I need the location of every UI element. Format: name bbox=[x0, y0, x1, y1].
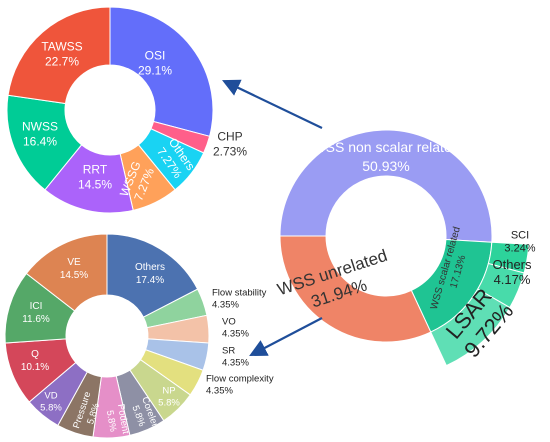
label-vo-value: 4.35% bbox=[222, 329, 249, 340]
arrow-to-top-chart bbox=[222, 79, 323, 129]
label-wss-non-scalar-value: 50.93% bbox=[362, 158, 409, 174]
label-flow-complexity-name: Flow complexity bbox=[206, 374, 274, 385]
label-podent-name: Podent bbox=[115, 403, 131, 435]
label-others-bottom-value: 17.4% bbox=[136, 275, 164, 286]
label-rrt-name: RRT bbox=[83, 163, 108, 177]
label-ve-label: VE 14.5% bbox=[60, 257, 88, 281]
label-vo-label: VO4.35% bbox=[222, 317, 249, 340]
label-sr-name: SR bbox=[222, 346, 235, 357]
label-vd-value: 5.8% bbox=[40, 403, 62, 414]
label-wss-non-scalar-name: WSS non scalar related bbox=[312, 139, 459, 155]
label-nwss-value: 16.4% bbox=[23, 135, 57, 149]
label-osi-value: 29.1% bbox=[138, 64, 172, 78]
label-ve-value: 14.5% bbox=[60, 270, 88, 281]
connector-arrows bbox=[222, 79, 323, 357]
label-nwss-name: NWSS bbox=[22, 120, 58, 134]
label-flow-stability-value: 4.35% bbox=[212, 300, 239, 311]
label-flow-complexity-value: 4.35% bbox=[206, 386, 233, 397]
label-q-label: Q 10.1% bbox=[21, 349, 49, 373]
label-tawss-value: 22.7% bbox=[45, 55, 79, 69]
label-np-label: NP5.8% bbox=[158, 386, 180, 409]
label-osi-name: OSI bbox=[145, 49, 166, 63]
label-vd-name: VD bbox=[44, 391, 57, 402]
outer-slice-lsar bbox=[430, 288, 511, 367]
label-others-bottom-label: Others 17.4% bbox=[135, 262, 165, 286]
slice-osi bbox=[109, 6, 214, 137]
label-sci-name: SCI bbox=[511, 229, 529, 241]
slice-wss-non-scalar-related bbox=[279, 129, 493, 243]
label-flow-stability-name: Flow stability bbox=[212, 288, 267, 299]
label-np-value: 5.8% bbox=[158, 398, 180, 409]
slice-wss-unrelated bbox=[279, 235, 432, 343]
label-vo-name: VO bbox=[222, 317, 236, 328]
label-ve-name: VE bbox=[67, 257, 81, 268]
label-sr-value: 4.35% bbox=[222, 358, 249, 369]
label-ici-value: 11.6% bbox=[22, 314, 50, 325]
label-ici-name: ICI bbox=[30, 301, 43, 312]
slice-others bbox=[106, 233, 199, 318]
label-q-name: Q bbox=[31, 349, 39, 360]
label-sci-value: 3.24% bbox=[504, 242, 535, 254]
label-tawss-name: TAWSS bbox=[41, 40, 82, 54]
label-chp-value: 2.73% bbox=[213, 145, 247, 159]
label-np-name: NP bbox=[162, 386, 175, 397]
label-others-right-name: Others bbox=[492, 257, 532, 272]
top-donut-chart: OSI29.1%CHP2.73%Others7.27%WSSG7.27%RRT1… bbox=[6, 6, 247, 214]
arrow-to-bottom-chart bbox=[249, 317, 323, 357]
label-chp-name: CHP bbox=[217, 130, 242, 144]
label-rrt-value: 14.5% bbox=[78, 178, 112, 192]
label-q-value: 10.1% bbox=[21, 362, 49, 373]
label-others-right-value: 4.17% bbox=[494, 272, 531, 287]
label-podent-value: 5.8% bbox=[104, 409, 119, 433]
slice-tawss bbox=[7, 6, 111, 105]
label-wss-non-scalar-label: WSS non scalar related 50.93% bbox=[312, 139, 459, 174]
label-ici-label: ICI 11.6% bbox=[22, 301, 50, 325]
label-sr-label: SR4.35% bbox=[222, 346, 249, 369]
label-others-bottom-name: Others bbox=[135, 262, 165, 273]
label-vd-label: VD5.8% bbox=[40, 391, 62, 414]
slice-ve bbox=[25, 233, 108, 312]
